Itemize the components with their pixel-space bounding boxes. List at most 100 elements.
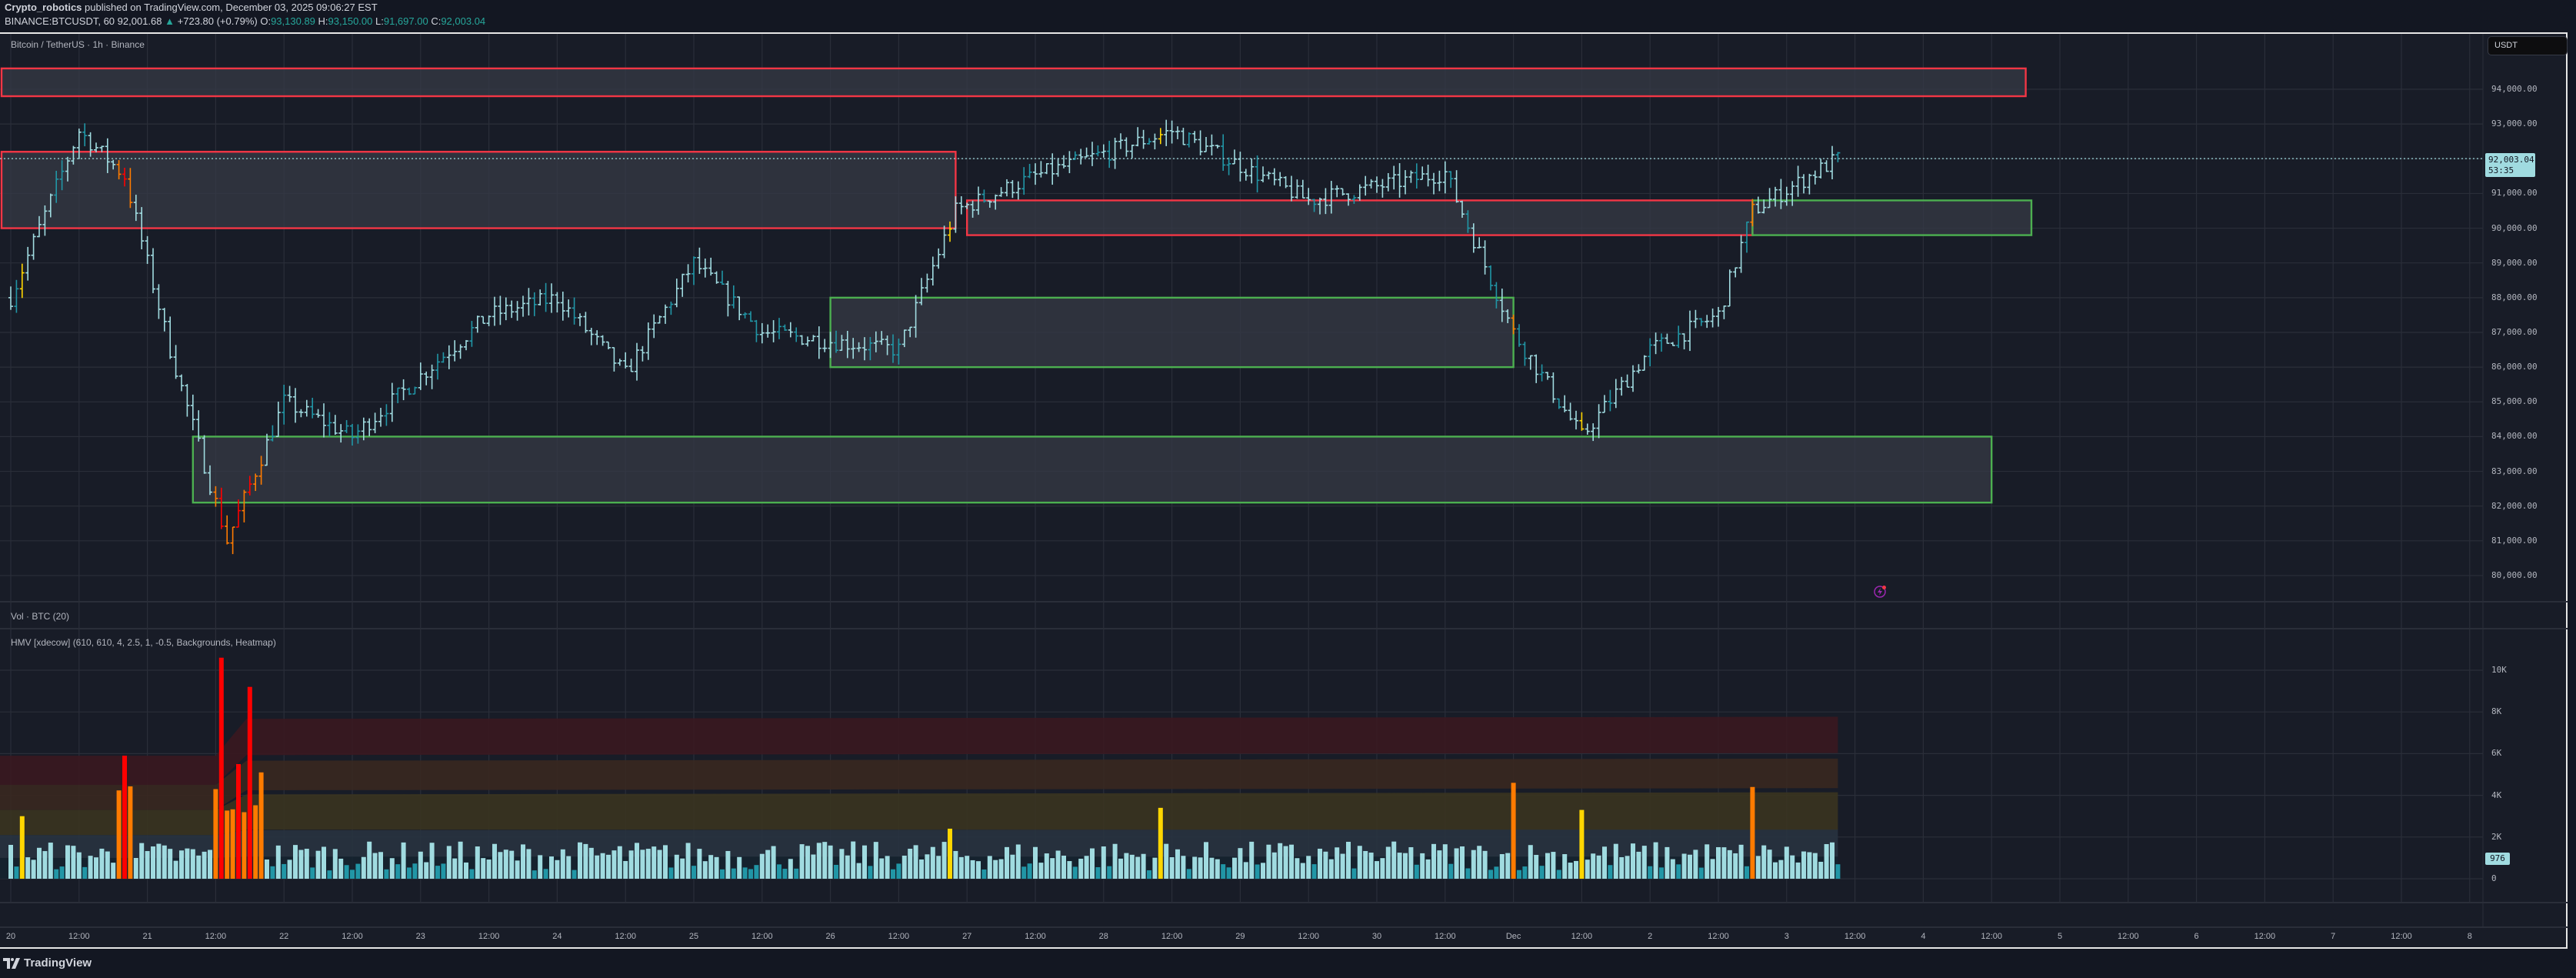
volume-bar	[1812, 853, 1818, 879]
volume-bar	[873, 842, 878, 879]
volume-bar	[327, 870, 332, 879]
volume-bar	[94, 857, 98, 879]
ohlc-bar	[1471, 223, 1476, 253]
ohlc-bar	[389, 382, 395, 422]
volume-bar	[1579, 809, 1585, 879]
ohlc-bar	[1095, 145, 1101, 157]
time-tick-label: 24	[552, 932, 562, 941]
volume-bar	[25, 857, 31, 879]
volume-bar	[845, 855, 850, 879]
ohlc-bar	[139, 207, 145, 250]
volume-bar	[1733, 853, 1738, 879]
ohlc-bar	[378, 408, 383, 427]
price-tick-label: 90,000.00	[2491, 222, 2538, 233]
volume-bar	[1221, 864, 1226, 879]
ohlc-bar	[708, 257, 714, 276]
volume-bar	[1460, 846, 1465, 879]
ohlc-bar	[845, 330, 850, 359]
ohlc-bar	[1328, 181, 1334, 214]
volume-bar	[623, 860, 628, 879]
ohlc-bar	[441, 352, 446, 363]
ohlc-bar	[583, 312, 588, 333]
ohlc-bar	[1784, 186, 1789, 206]
volume-bar	[936, 856, 941, 879]
ohlc-bar	[258, 456, 264, 485]
ohlc-bar	[253, 473, 258, 492]
volume-bar	[572, 870, 577, 879]
ohlc-bar	[742, 312, 748, 319]
volume-bar	[566, 856, 572, 879]
lightning-alert-icon[interactable]	[1873, 585, 1887, 599]
ohlc-bar	[930, 256, 935, 286]
ohlc-bar	[99, 145, 105, 152]
volume-bar	[54, 869, 59, 879]
volume-bar	[133, 858, 138, 879]
volume-bar	[492, 843, 497, 879]
volume-bar	[218, 657, 224, 879]
ohlc-bar	[697, 247, 702, 274]
ohlc-bar	[1488, 265, 1493, 291]
open-label: O:	[260, 15, 272, 27]
ohlc-bar	[885, 335, 890, 355]
time-tick-label: 29	[1235, 932, 1245, 941]
main-pane-legend[interactable]: Bitcoin / TetherUS · 1h · Binance	[11, 39, 145, 50]
time-tick-label: 3	[1784, 932, 1789, 941]
volume-bar	[389, 858, 395, 879]
volume-bar	[1784, 846, 1789, 879]
ohlc-bar	[1653, 332, 1658, 355]
ohlc-bar	[395, 387, 401, 403]
volume-bar	[1261, 863, 1265, 879]
ohlc-bar	[275, 401, 281, 437]
ohlc-bar	[1357, 184, 1362, 201]
ohlc-bar	[1380, 179, 1385, 198]
ohlc-bar	[663, 304, 668, 324]
volume-bar	[1278, 843, 1283, 879]
ohlc-bar	[327, 412, 332, 437]
volume-bar	[1477, 846, 1482, 879]
ohlc-bar	[645, 322, 651, 360]
time-tick-label: 6	[2194, 932, 2199, 941]
volume-bar	[1705, 844, 1710, 879]
ohlc-bar	[1340, 188, 1345, 196]
volume-bar	[1499, 853, 1505, 879]
ohlc-bar	[116, 160, 122, 180]
volume-bar	[458, 841, 463, 879]
volume-bar	[418, 851, 423, 879]
time-tick-label: 7	[2331, 932, 2336, 941]
ohlc-bar	[532, 292, 537, 316]
ohlc-bar	[725, 281, 731, 317]
time-tick-label: 28	[1098, 932, 1108, 941]
tradingview-logo[interactable]: TradingView	[3, 956, 92, 970]
volume-bar	[1511, 783, 1516, 879]
last-price: 92,001.68	[117, 15, 162, 27]
volume-bar	[105, 851, 110, 879]
hmv-indicator-legend[interactable]: HMV [xdecow] (610, 610, 4, 2.5, 1, -0.5,…	[11, 637, 276, 648]
ohlc-bar	[1289, 175, 1294, 202]
volume-bar	[1198, 857, 1203, 879]
ohlc-bar	[1278, 172, 1283, 187]
volume-bar	[162, 845, 167, 879]
ohlc-bar	[1442, 161, 1448, 194]
volume-bar	[1397, 853, 1402, 879]
volume-bar	[486, 860, 492, 879]
volume-bar	[1596, 855, 1601, 879]
volume-bar	[1721, 847, 1727, 879]
volume-bar	[1249, 841, 1255, 879]
ohlc-bar	[805, 336, 810, 347]
ohlc-bar	[1482, 240, 1488, 275]
ohlc-bar	[1385, 172, 1391, 192]
volume-tick-label: 10K	[2491, 665, 2507, 675]
ohlc-bar	[782, 324, 788, 331]
volume-legend[interactable]: Vol · BTC (20)	[11, 611, 70, 622]
currency-selector[interactable]: USDT	[2488, 36, 2568, 55]
volume-bar	[1328, 859, 1334, 879]
ohlc-bar	[418, 362, 423, 390]
price-tick-label: 80,000.00	[2491, 569, 2538, 580]
ohlc-bar	[1556, 398, 1561, 409]
price-tick-label: 89,000.00	[2491, 257, 2538, 268]
volume-bar	[1238, 848, 1243, 879]
author-name[interactable]: Crypto_robotics	[5, 2, 82, 13]
price-tick-label: 84,000.00	[2491, 431, 2538, 442]
volume-bar	[1471, 849, 1476, 879]
